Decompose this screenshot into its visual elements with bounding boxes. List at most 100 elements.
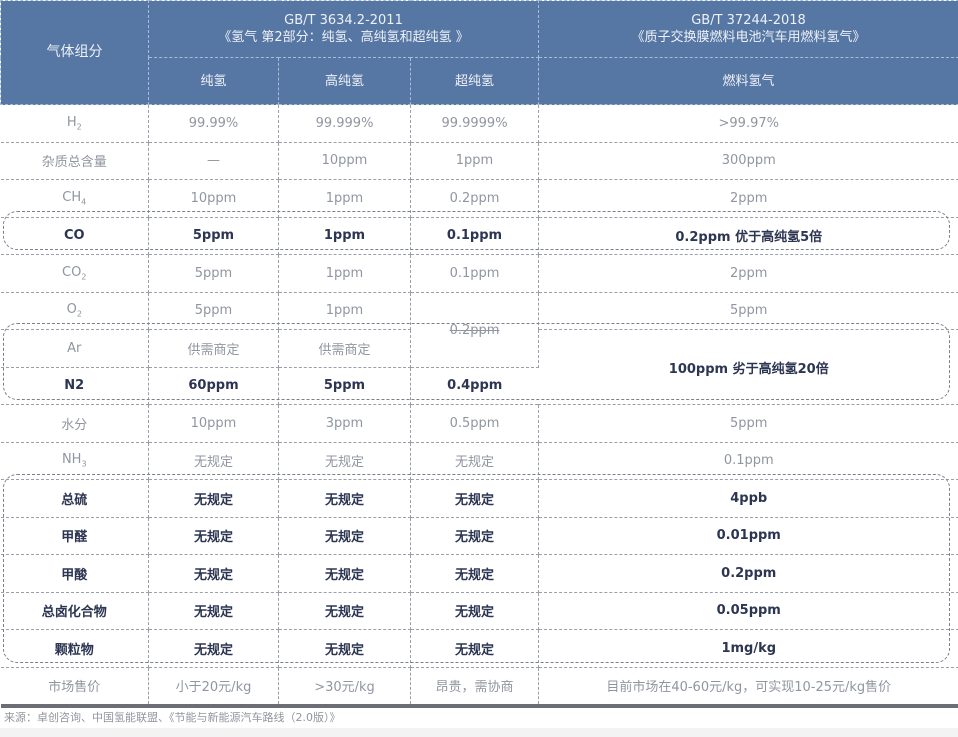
value-cell: 无规定: [148, 592, 279, 630]
value-cell: 1mg/kg: [538, 629, 958, 668]
value-text: 昂贵，需协商: [435, 680, 514, 696]
value-text: 0.2ppm: [449, 190, 500, 206]
value-text: 供需商定: [318, 342, 371, 358]
value-text: 0.1ppm: [446, 228, 503, 244]
value-text: 0.05ppm: [716, 603, 781, 619]
value-cell: 0.1ppm: [410, 217, 539, 255]
value-cell: 无规定: [278, 629, 411, 668]
value-cell: 0.2ppm 优于高纯氢5倍: [538, 217, 958, 255]
col-fuel-hydrogen: 燃料氢气: [538, 57, 958, 105]
gas-name-cell: 总硫: [0, 479, 149, 518]
value-text: 1ppm: [325, 190, 364, 206]
table-row: CH4 10ppm 1ppm 0.2ppm 2ppm: [0, 179, 958, 218]
value-cell: >99.97%: [538, 104, 958, 143]
value-cell: 无规定: [278, 442, 411, 480]
value-text: 无规定: [454, 492, 494, 508]
value-text: 99.99%: [188, 115, 239, 131]
value-text: 5ppm: [194, 303, 233, 319]
gas-name-cell: 总卤化合物: [0, 592, 149, 630]
value-text: 60ppm: [188, 378, 239, 394]
gas-name: 市场售价: [48, 680, 101, 696]
gas-name-cell: H2: [0, 104, 149, 143]
value-cell: 1ppm: [278, 217, 411, 255]
gas-name-cell: Ar: [0, 329, 149, 368]
value-text: 100ppm 劣于高纯氢20倍: [668, 361, 829, 377]
value-cell: 0.5ppm: [410, 404, 539, 443]
value-text: 99.999%: [315, 115, 374, 131]
value-cell: 小于20元/kg: [148, 667, 279, 708]
value-cell: 5ppm: [538, 404, 958, 443]
value-cell: 300ppm: [538, 142, 958, 180]
value-cell: 5ppm: [278, 367, 411, 405]
value-text: 无规定: [454, 605, 494, 621]
table-row: 市场售价 小于20元/kg >30元/kg 昂贵，需协商 目前市场在40-60元/kg，…: [0, 667, 958, 708]
value-cell: >30元/kg: [278, 667, 411, 708]
value-text: 无规定: [324, 605, 364, 621]
value-cell: 5ppm: [148, 292, 279, 330]
value-cell: 无规定: [410, 517, 539, 555]
value-cell: 1ppm: [278, 254, 411, 293]
gas-name-cell: CH4: [0, 179, 149, 218]
table-row: Ar 供需商定 供需商定 0.2ppm 100ppm 劣于高纯氢20倍: [0, 323, 958, 405]
value-cell: 2ppm: [538, 179, 958, 218]
gas-name: 总硫: [61, 492, 88, 508]
gas-name-cell: O2: [0, 292, 149, 330]
value-text: 无规定: [324, 455, 364, 471]
value-text: 1mg/kg: [721, 640, 777, 656]
gas-subscript: 2: [76, 310, 82, 320]
value-cell: 5ppm: [148, 254, 279, 293]
value-cell: 3ppm: [278, 404, 411, 443]
value-cell: 昂贵，需协商: [410, 667, 539, 708]
value-text: 1ppm: [325, 303, 364, 319]
value-text: 无规定: [324, 642, 364, 658]
value-cell-merged: 100ppm 劣于高纯氢20倍: [538, 329, 958, 405]
value-text: 0.4ppm: [447, 378, 503, 394]
value-cell: 99.99%: [148, 104, 279, 143]
value-text: 2ppm: [730, 190, 768, 206]
table-row: 水分 10ppm 3ppm 0.5ppm 5ppm: [0, 404, 958, 443]
value-text: 0.01ppm: [716, 528, 781, 544]
value-cell: —: [148, 142, 279, 180]
value-text: 无规定: [454, 642, 494, 658]
value-text: 4ppb: [730, 490, 768, 506]
gas-name-cell: 水分: [0, 404, 149, 443]
value-cell-struck: 0.2ppm: [410, 323, 539, 368]
gas-name-cell: 甲酸: [0, 554, 149, 593]
value-text: 3ppm: [325, 415, 364, 431]
value-text: 无规定: [193, 455, 233, 471]
value-text: 无规定: [193, 642, 233, 658]
value-text: 无规定: [324, 530, 364, 546]
value-text: 1ppm: [325, 265, 364, 281]
gas-name-cell: N2: [0, 367, 149, 405]
value-cell: 5ppm: [538, 292, 958, 330]
value-text: 10ppm: [190, 190, 237, 206]
value-text: 5ppm: [730, 415, 768, 431]
table-row: 颗粒物 无规定 无规定 无规定 1mg/kg: [0, 629, 958, 668]
gas-name-cell: 颗粒物: [0, 629, 149, 668]
value-cell: 0.4ppm: [410, 367, 539, 405]
value-cell: 0.05ppm: [538, 592, 958, 630]
gas-subscript: 2: [76, 122, 82, 132]
value-text: 无规定: [193, 530, 233, 546]
value-text: 0.5ppm: [449, 415, 500, 431]
value-cell: 无规定: [148, 442, 279, 480]
value-text: 无规定: [454, 567, 494, 583]
value-cell: 5ppm: [148, 217, 279, 255]
value-text: 0.1ppm: [449, 265, 500, 281]
value-cell: 99.9999%: [410, 104, 539, 143]
gas-name-cell: CO2: [0, 254, 149, 293]
value-cell: 无规定: [410, 479, 539, 518]
value-text: 5ppm: [194, 265, 233, 281]
struck-value-text: 0.2ppm: [449, 322, 500, 338]
gas-name-cell: 甲醛: [0, 517, 149, 555]
value-cell: 1ppm: [278, 292, 411, 330]
value-cell: 60ppm: [148, 367, 279, 405]
value-text: 小于20元/kg: [175, 680, 252, 696]
value-cell: 10ppm: [278, 142, 411, 180]
value-text: —: [207, 153, 220, 169]
value-text: 2ppm: [730, 265, 768, 281]
value-cell: 无规定: [148, 629, 279, 668]
value-cell: 0.1ppm: [538, 442, 958, 480]
value-text: 5ppm: [730, 303, 768, 319]
value-cell: 1ppm: [278, 179, 411, 218]
